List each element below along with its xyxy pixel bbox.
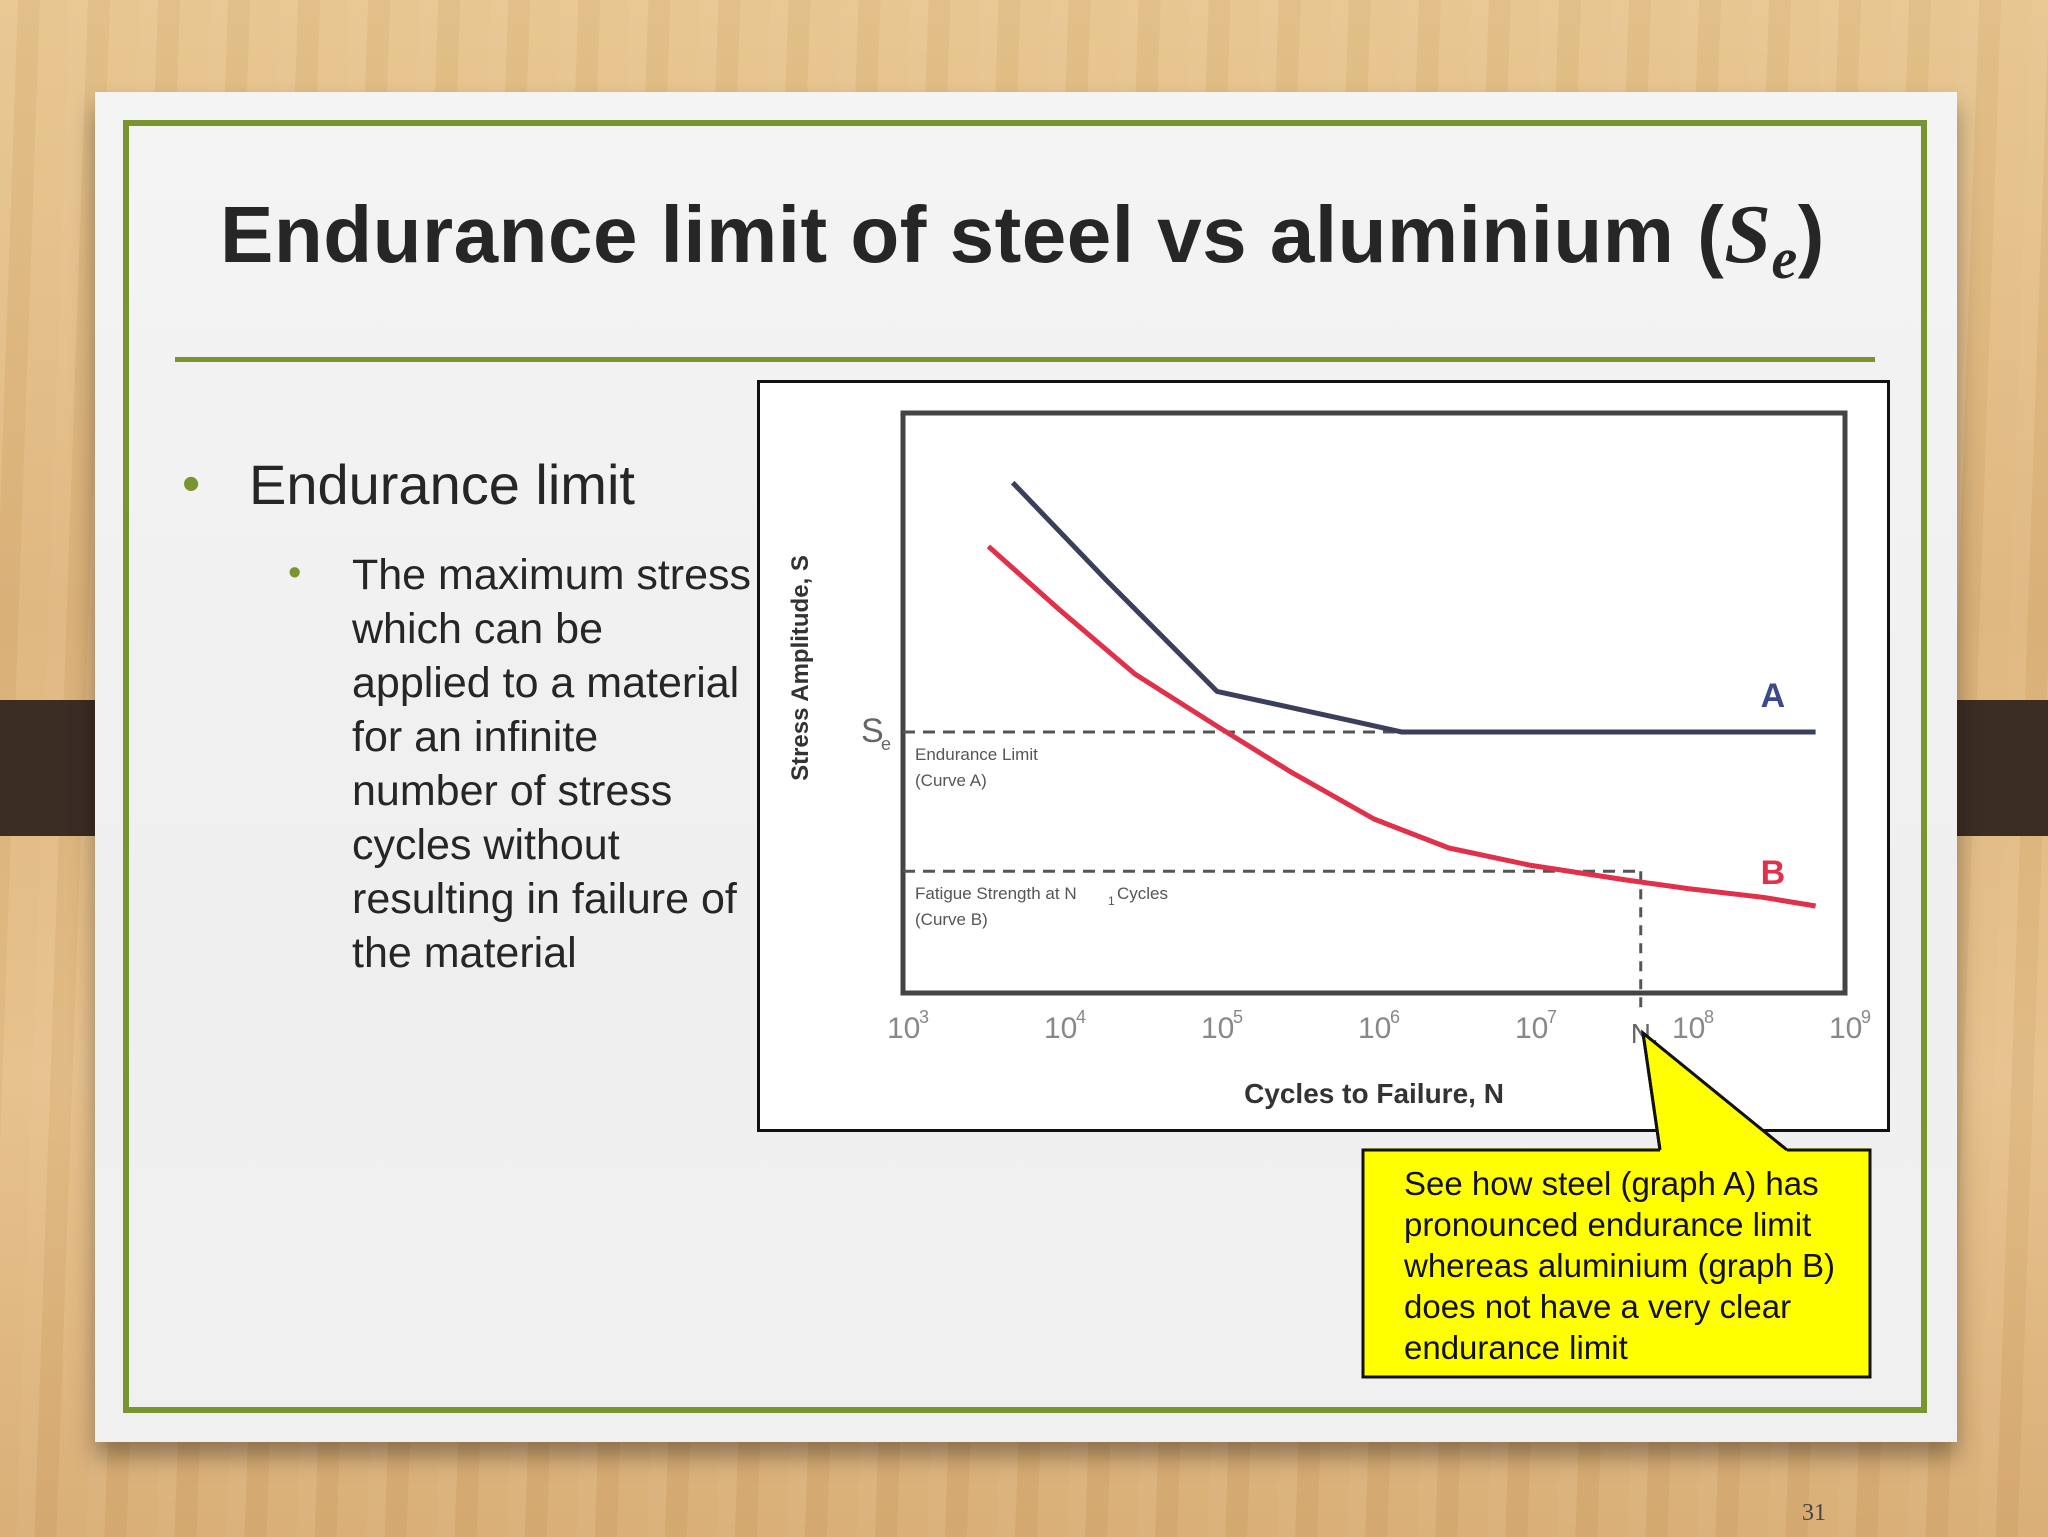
- fatigue-note-line1: Fatigue Strength at N: [915, 884, 1077, 903]
- x-tick-label: 10: [1829, 1012, 1862, 1045]
- x-tick-label: 10: [1358, 1012, 1391, 1045]
- x-tick-exponent: 4: [1076, 1007, 1086, 1027]
- x-tick-exponent: 8: [1704, 1007, 1714, 1027]
- title-divider: [175, 357, 1875, 362]
- slide-title: Endurance limit of steel vs aluminium (S…: [220, 186, 1840, 292]
- bullet-level1-text: Endurance limit: [249, 453, 635, 516]
- endurance-note-line2: (Curve A): [915, 771, 987, 790]
- bullet-level2-text: The maximum stress which can be applied …: [352, 551, 752, 977]
- x-axis-label: Cycles to Failure, N: [1244, 1078, 1504, 1109]
- x-tick-exponent: 3: [919, 1007, 929, 1027]
- endurance-note-line1: Endurance Limit: [915, 745, 1038, 764]
- plot-area: [900, 410, 1848, 996]
- curve-a: [1010, 480, 1816, 735]
- y-axis-label: Stress Amplitude, S: [787, 555, 814, 781]
- x-tick-label: 10: [1672, 1012, 1705, 1045]
- title-symbol: S: [1724, 188, 1772, 281]
- bullet-dot-icon: •: [182, 455, 201, 513]
- series-label-b: B: [1761, 854, 1786, 892]
- title-subscript: e: [1771, 226, 1798, 291]
- x-tick-label: 10: [1515, 1012, 1548, 1045]
- series-label-a: A: [1761, 677, 1786, 715]
- se-subscript: e: [881, 734, 891, 754]
- se-label: S: [861, 712, 884, 750]
- x-tick-label: 10: [1044, 1012, 1077, 1045]
- x-tick-label: 10: [887, 1012, 920, 1045]
- x-tick-exponent: 5: [1233, 1007, 1243, 1027]
- callout-text: See how steel (graph A) has pronounced e…: [1404, 1165, 1836, 1366]
- title-close-paren: ): [1797, 190, 1825, 279]
- fatigue-note-sub: 1: [1108, 894, 1115, 908]
- title-text: Endurance limit of steel vs aluminium (: [220, 190, 1725, 279]
- page-number: 31: [1802, 1500, 1826, 1526]
- fatigue-note-line1-end: Cycles: [1117, 884, 1168, 903]
- slide-border: [123, 120, 1927, 1413]
- x-tick-exponent: 7: [1547, 1007, 1557, 1027]
- curve-b: [986, 544, 1817, 909]
- n1-tick-subscript: 1: [1651, 1038, 1660, 1055]
- x-tick-exponent: 9: [1861, 1007, 1871, 1027]
- sn-chart-svg: A B Se Endurance Limit (Curve A) Fatigue Stre…: [787, 410, 1871, 1109]
- bullet-dot-icon: •: [288, 552, 302, 594]
- x-tick-label: 10: [1201, 1012, 1234, 1045]
- x-tick-exponent: 6: [1390, 1007, 1400, 1027]
- fatigue-note-line2: (Curve B): [915, 910, 988, 929]
- n1-tick-label: N: [1631, 1018, 1651, 1049]
